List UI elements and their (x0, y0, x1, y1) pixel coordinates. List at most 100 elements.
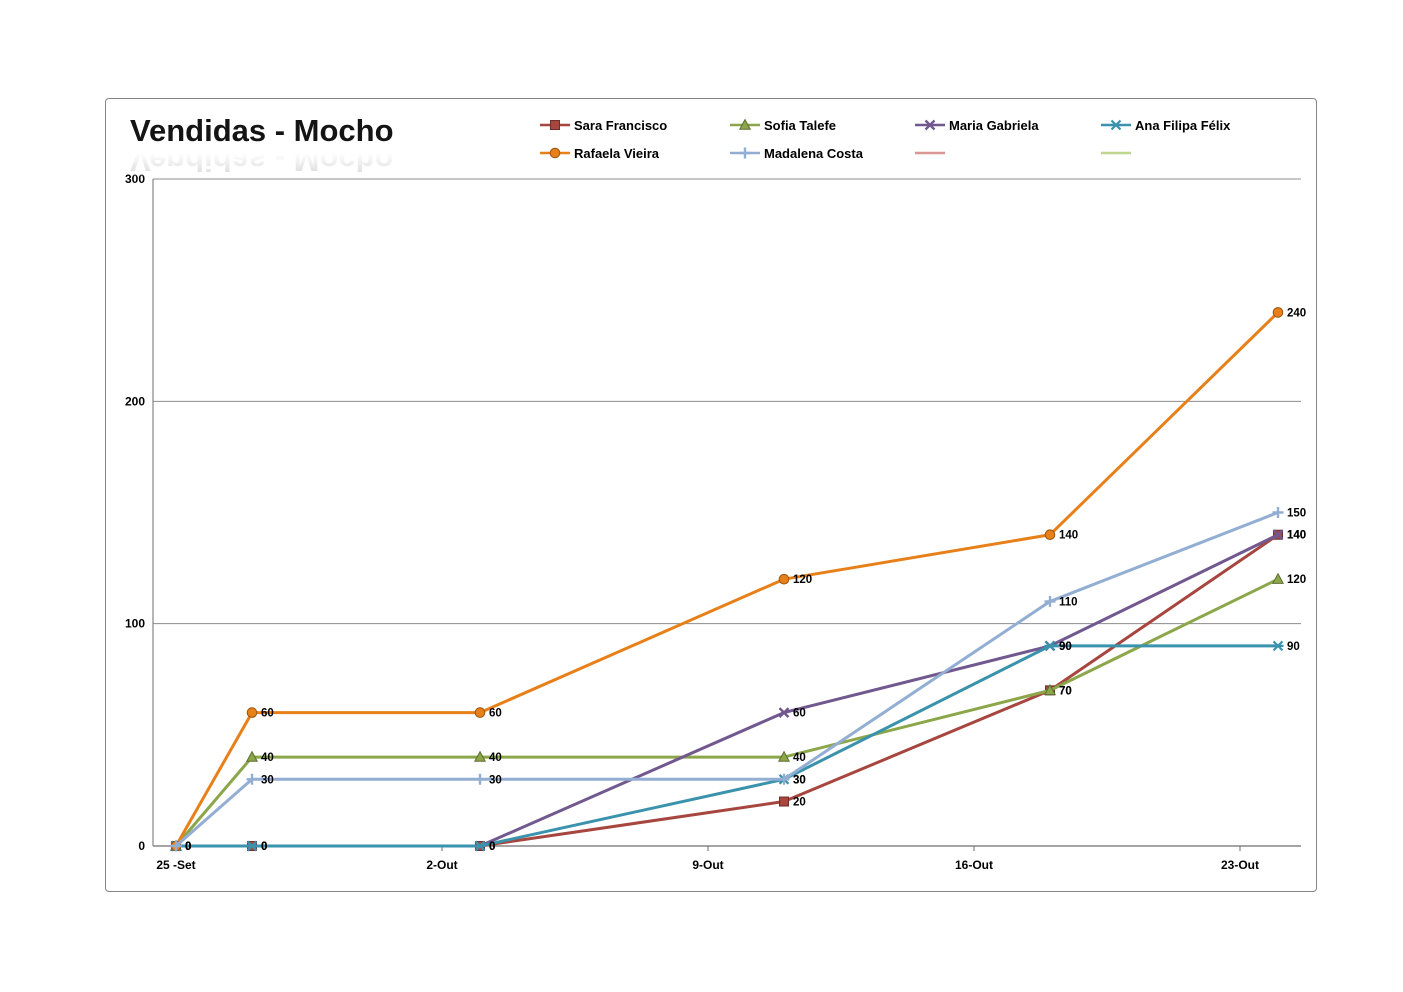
legend-marker-plus-icon (730, 147, 760, 159)
series-line-5 (174, 511, 1280, 848)
marker-plus (739, 147, 751, 159)
data-label: 30 (489, 774, 502, 786)
x-tick-label: 16-Out (955, 858, 993, 872)
data-label: 70 (1059, 685, 1072, 697)
series-line-3 (174, 644, 1280, 848)
chart-title-reflection: Vendidas - Mocho (130, 147, 394, 176)
marker-plus (474, 773, 486, 785)
marker-triangle (777, 750, 791, 762)
series-line-0 (174, 533, 1280, 848)
data-label: 0 (489, 841, 495, 853)
data-label: 0 (261, 841, 267, 853)
data-label: 90 (1059, 641, 1072, 653)
legend-item-rafaela-vieira[interactable]: Rafaela Vieira (539, 144, 729, 162)
y-tick-label: 100 (125, 617, 145, 631)
data-label: 0 (185, 841, 191, 853)
data-label: 30 (261, 774, 274, 786)
data-label: 60 (489, 708, 502, 720)
legend-label: Sara Francisco (574, 117, 668, 133)
marker-x (778, 707, 790, 718)
marker-square (550, 120, 560, 130)
y-tick-label: 200 (125, 394, 145, 408)
marker-circle (778, 573, 790, 585)
data-label: 0 (185, 841, 191, 853)
data-label: 0 (489, 841, 495, 853)
marker-circle (549, 147, 561, 159)
legend-label: Ana Filipa Félix (1135, 117, 1231, 133)
legend-item-sofia-talefe[interactable]: Sofia Talefe (729, 116, 914, 134)
marker-x (1272, 529, 1284, 541)
marker-plus (1272, 507, 1284, 518)
marker-plus (170, 840, 182, 852)
y-tick-label: 0 (138, 839, 145, 853)
data-label: 0 (185, 841, 191, 853)
legend-label: Maria Gabriela (949, 117, 1039, 133)
data-label: 90 (1059, 641, 1072, 653)
data-label: 240 (1287, 307, 1306, 319)
legend-marker-x-icon (915, 119, 945, 131)
legend: Sara Francisco Sofia Talefe Maria Gabriela… (539, 116, 1300, 162)
data-label: 150 (1287, 508, 1306, 520)
series-line-4 (174, 310, 1280, 848)
marker-asterisk (246, 840, 258, 852)
chart-title: Vendidas - Mocho (130, 113, 394, 148)
legend-item-sara-francisco[interactable]: Sara Francisco (539, 116, 729, 134)
marker-triangle (473, 750, 487, 762)
data-label: 140 (1287, 530, 1306, 542)
data-label: 30 (793, 774, 806, 786)
data-label: 30 (793, 774, 806, 786)
marker-circle (1044, 529, 1056, 541)
x-tick-label: 2-Out (426, 858, 457, 872)
data-label: 70 (1059, 685, 1072, 697)
marker-triangle (1043, 683, 1057, 696)
legend-marker-circle-icon (540, 147, 570, 159)
data-label: 40 (261, 752, 274, 764)
series-line-1 (174, 577, 1280, 848)
legend-item-maria-gabriela[interactable]: Maria Gabriela (914, 116, 1100, 134)
data-label: 140 (1059, 530, 1078, 542)
data-label: 0 (261, 841, 267, 853)
marker-circle (474, 707, 486, 718)
data-label: 0 (261, 841, 267, 853)
marker-triangle (245, 750, 259, 762)
legend-marker-asterisk-icon (1101, 119, 1131, 131)
data-label: 60 (793, 708, 806, 720)
legend-item-series-7[interactable] (914, 144, 1100, 162)
data-label: 0 (185, 841, 191, 853)
legend-item-ana-filipa-f-lix[interactable]: Ana Filipa Félix (1100, 116, 1300, 134)
reflection-fade (130, 147, 394, 176)
marker-asterisk (1272, 640, 1284, 652)
marker-plus (246, 773, 258, 785)
chart-frame: 0 100 200 300 25 -Set 2-Out 9-Out 16-Out 23-Out 0… (105, 98, 1317, 892)
data-label: 90 (1287, 641, 1300, 653)
legend-marker-none-icon (915, 151, 945, 155)
legend-item-madalena-costa[interactable]: Madalena Costa (729, 144, 914, 162)
data-label: 0 (489, 841, 495, 853)
marker-triangle (1271, 572, 1285, 584)
series-line-2 (174, 533, 1280, 848)
data-label: 20 (793, 797, 806, 809)
x-tick-label: 25 -Set (156, 858, 195, 872)
marker-plus (778, 773, 790, 785)
legend-label: Madalena Costa (764, 145, 863, 161)
marker-plus (1044, 595, 1056, 607)
legend-marker-square-icon (540, 120, 570, 130)
data-label: 60 (261, 708, 274, 720)
marker-asterisk (474, 840, 486, 852)
data-label: 0 (185, 841, 191, 853)
data-label: 120 (1287, 574, 1306, 586)
data-label: 0 (185, 841, 191, 853)
legend-label: Sofia Talefe (764, 117, 837, 133)
marker-x (924, 119, 936, 131)
legend-marker-none-icon (1101, 151, 1131, 155)
data-label: 120 (793, 574, 812, 586)
legend-item-series-8[interactable] (1100, 144, 1300, 162)
data-label: 40 (793, 752, 806, 764)
legend-label: Rafaela Vieira (574, 145, 660, 161)
data-label: 40 (489, 752, 502, 764)
marker-circle (246, 707, 258, 718)
data-label: 110 (1059, 596, 1078, 608)
marker-circle (1272, 307, 1284, 318)
